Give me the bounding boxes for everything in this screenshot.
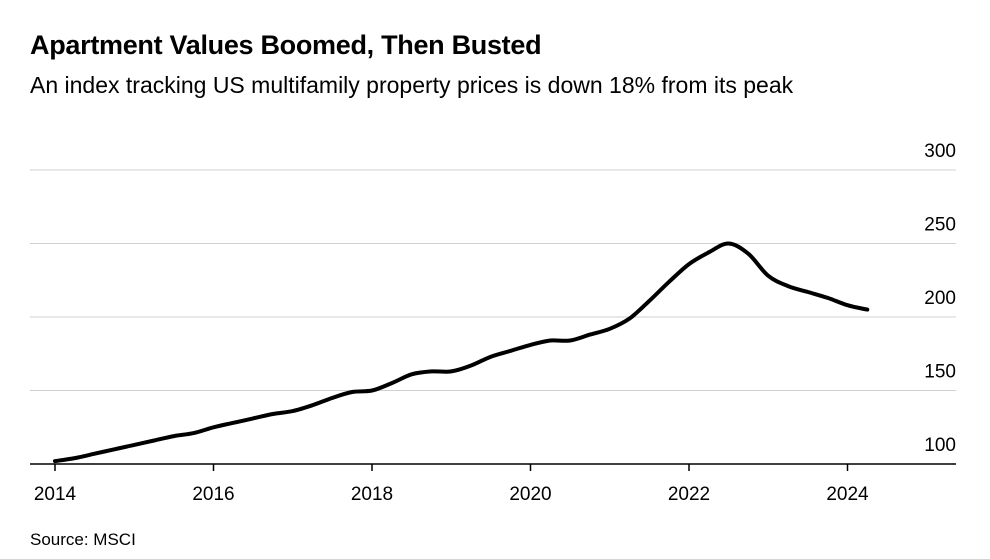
gridlines xyxy=(30,169,956,465)
x-tick-label: 2020 xyxy=(509,484,551,505)
y-tick-label: 250 xyxy=(924,215,956,236)
chart-subtitle: An index tracking US multifamily propert… xyxy=(30,72,794,98)
x-axis-ticks: 2014 2016 2018 2020 2022 2024 xyxy=(34,464,869,505)
y-tick-label: 150 xyxy=(924,362,956,383)
x-tick-label: 2016 xyxy=(192,484,234,505)
x-tick-label: 2022 xyxy=(668,484,710,505)
x-tick-label: 2024 xyxy=(826,484,869,505)
series-lines xyxy=(53,241,870,464)
y-tick-label: 100 xyxy=(924,435,956,456)
x-tick-label: 2014 xyxy=(34,484,77,505)
chart-title: Apartment Values Boomed, Then Busted xyxy=(30,30,542,60)
y-axis-ticks: 100 150 200 250 300 xyxy=(924,141,956,456)
source-note: Source: MSCI xyxy=(30,530,136,549)
series-line xyxy=(53,241,870,464)
y-tick-label: 300 xyxy=(924,141,956,162)
y-tick-label: 200 xyxy=(924,288,956,309)
x-tick-label: 2018 xyxy=(351,484,393,505)
